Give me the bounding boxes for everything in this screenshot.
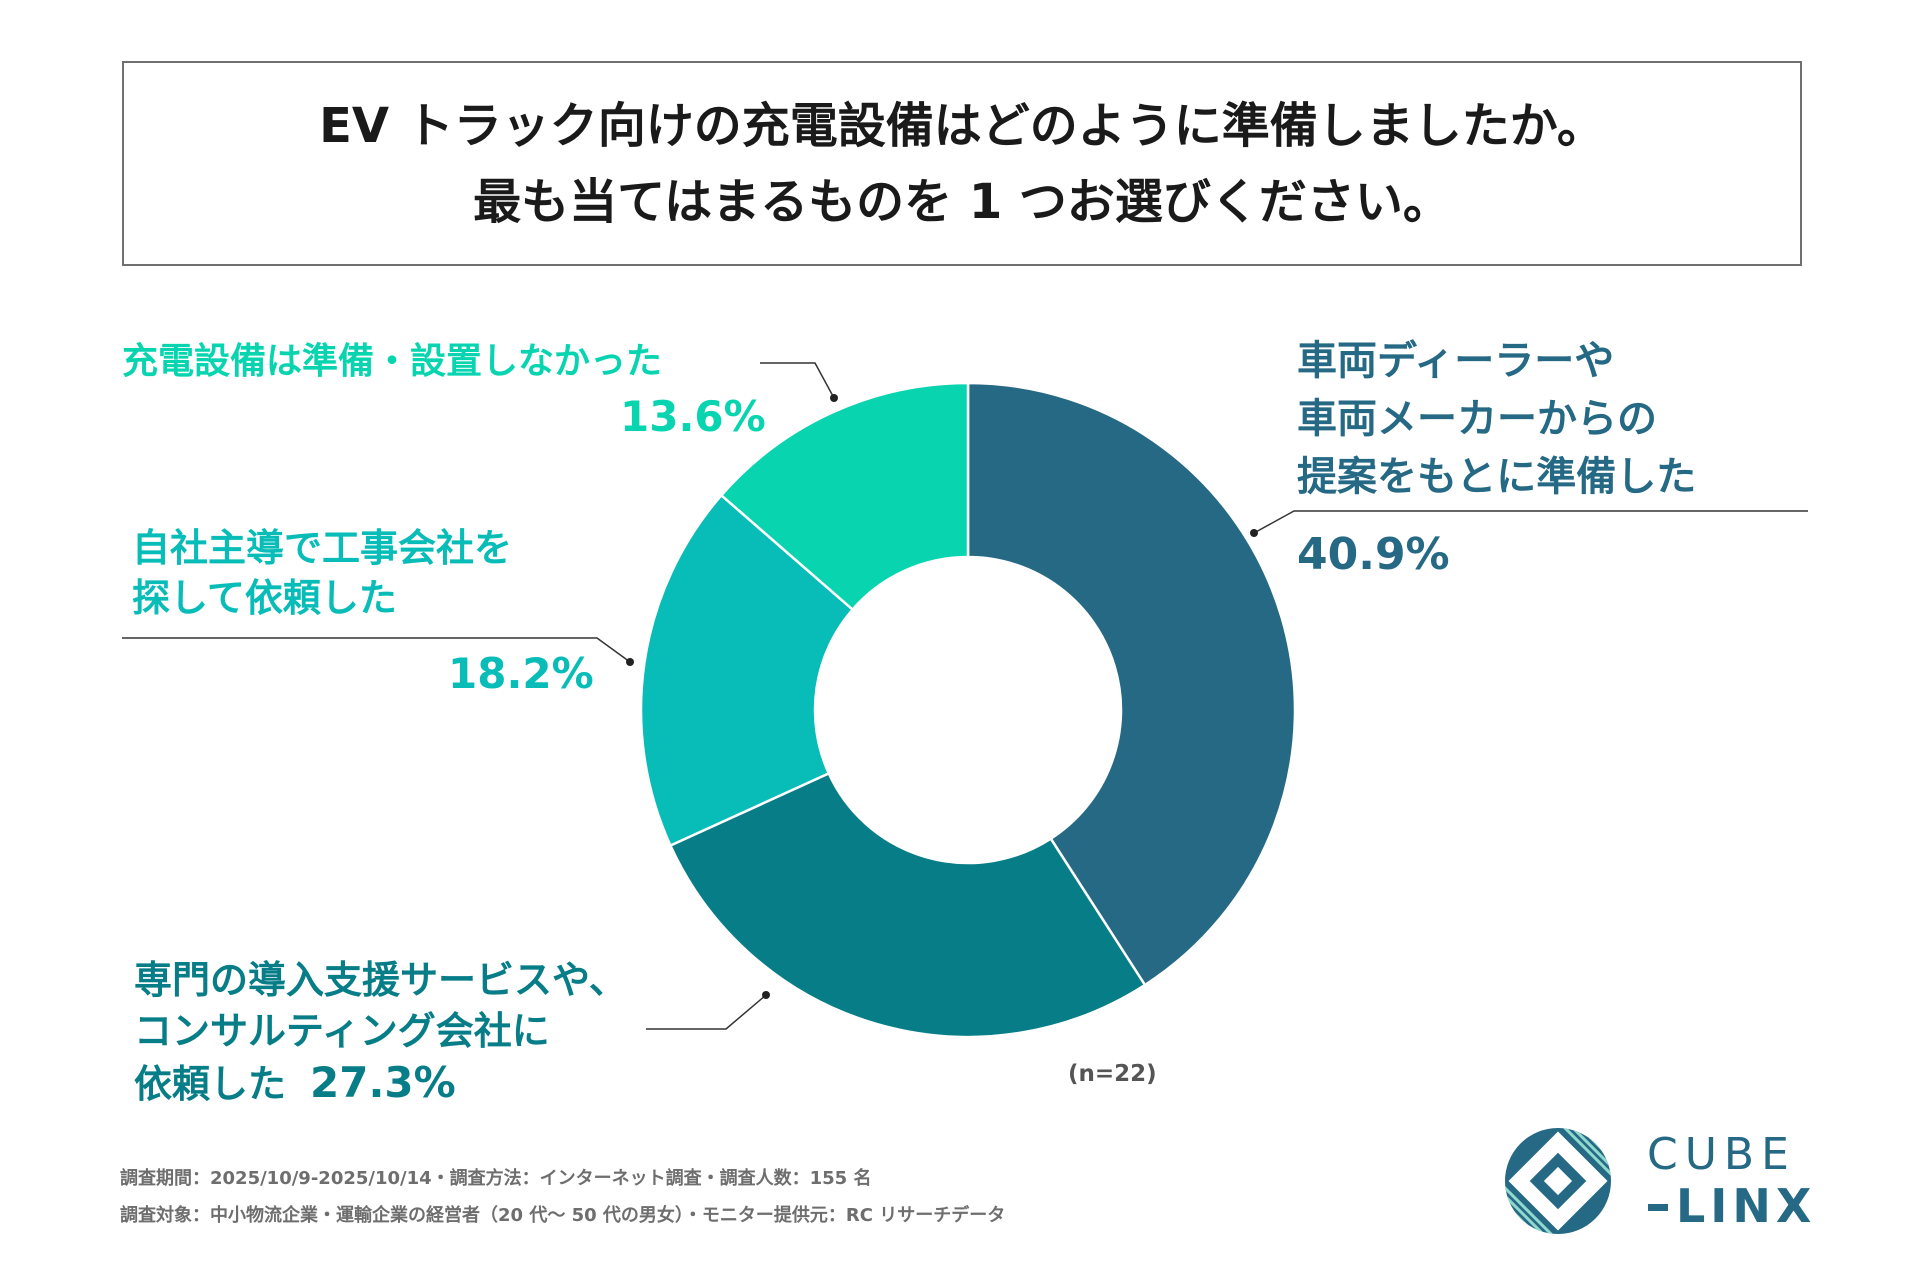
leader-consulting (646, 994, 767, 1030)
leader-dealer-proposal (1253, 510, 1808, 534)
label-self-led: 自社主導で工事会社を 探して依頼した (132, 523, 512, 623)
question-title-box: EV トラック向けの充電設備はどのように準備しましたか。 最も当てはまるものを … (122, 61, 1802, 266)
label-self-led-line-2: 探して依頼した (132, 576, 397, 620)
label-dealer-proposal-line-2: 車両メーカーからの (1297, 396, 1657, 442)
label-dealer-proposal-pct: 40.9% (1297, 529, 1450, 580)
footnote-survey-target: 調査対象：中小物流企業・運輸企業の経営者（20 代～ 50 代の男女）・モニター… (120, 1205, 1006, 1226)
label-not-prepared-text: 充電設備は準備・設置しなかった (122, 341, 663, 382)
leader-self-led (122, 637, 631, 663)
label-dealer-proposal-line-1: 車両ディーラーや (1297, 338, 1615, 384)
question-title-line-2: 最も当てはまるものを 1 つお選びください。 (473, 173, 1451, 230)
slice-not-prepared (719, 381, 970, 612)
label-not-prepared-pct: 13.6% (620, 392, 766, 441)
label-consulting-pct: 27.3% (310, 1058, 456, 1107)
leader-self-led-dot (626, 658, 634, 666)
cube-linx-logo-icon (1505, 1128, 1611, 1234)
logo-word-linx: LINX (1676, 1179, 1817, 1233)
leader-consulting-dot (762, 991, 770, 999)
footnote-survey-period: 調査期間：2025/10/9-2025/10/14・調査方法：インターネット調査… (120, 1168, 872, 1189)
slice-consulting (668, 771, 1147, 1039)
label-consulting-line-3: 依頼した 27.3% (134, 1057, 627, 1110)
label-consulting-line-2: コンサルティング会社に (134, 1009, 550, 1053)
label-dealer-proposal-line-3: 提案をもとに準備した (1297, 454, 1697, 500)
label-not-prepared: 充電設備は準備・設置しなかった (122, 338, 662, 386)
logo-word-cube: CUBE (1647, 1129, 1796, 1180)
label-consulting: 専門の導入支援サービスや、 コンサルティング会社に 依頼した 27.3% (134, 955, 627, 1110)
sample-size-label: (n=22) (1068, 1061, 1157, 1087)
label-self-led-line-1: 自社主導で工事会社を (132, 526, 513, 570)
leader-not-prepared (760, 362, 835, 399)
label-consulting-line-3-text: 依頼した (134, 1062, 287, 1106)
logo-dash (1648, 1204, 1668, 1211)
leader-dealer-proposal-dot (1250, 529, 1258, 537)
label-self-led-pct: 18.2% (448, 649, 594, 698)
question-title-line-1: EV トラック向けの充電設備はどのように準備しましたか。 (319, 97, 1605, 154)
slice-self-led (639, 493, 855, 848)
label-consulting-line-1: 専門の導入支援サービスや、 (134, 958, 627, 1002)
slice-dealer-proposal (966, 381, 1297, 987)
label-dealer-proposal: 車両ディーラーや 車両メーカーからの 提案をもとに準備した (1297, 332, 1696, 506)
leader-not-prepared-dot (830, 394, 838, 402)
